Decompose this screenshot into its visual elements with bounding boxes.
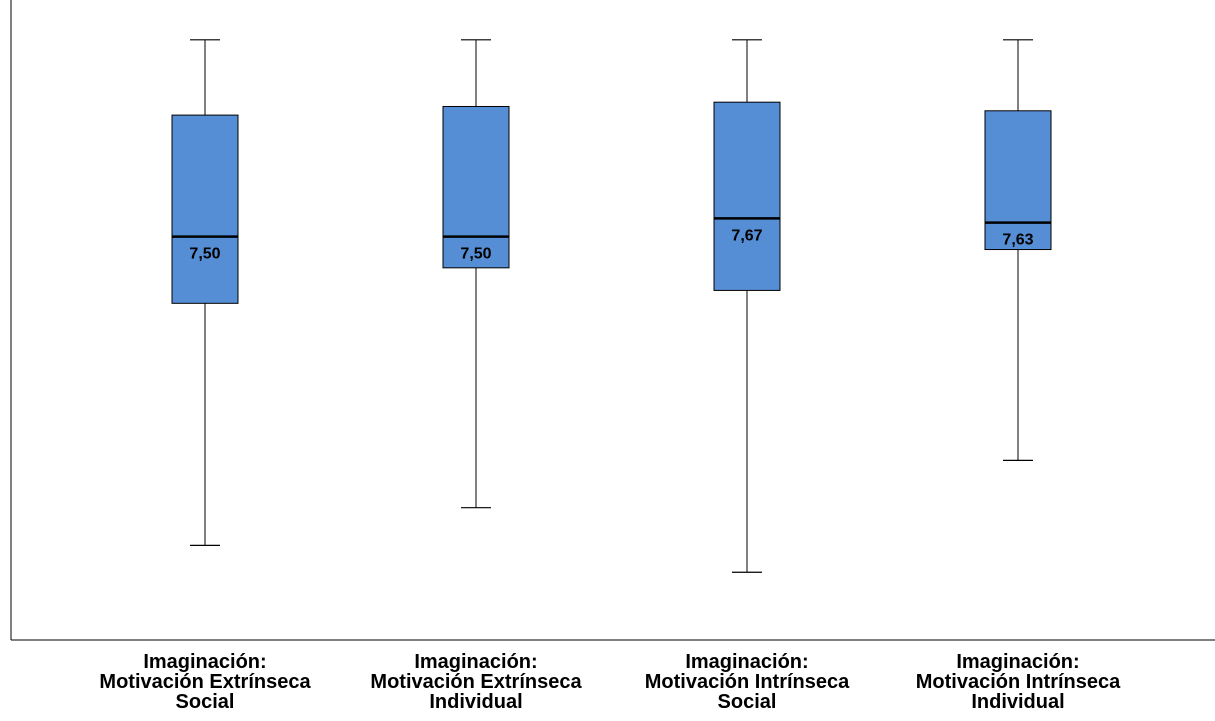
category-label-4: Imaginación: Motivación Intrínseca Indiv… xyxy=(888,652,1148,712)
category-label-1-line2: Motivación Extrínseca xyxy=(99,671,311,693)
category-label-2: Imaginación: Motivación Extrínseca Indiv… xyxy=(346,652,606,712)
box-3 xyxy=(713,101,781,291)
boxes-layer: 7,50 7,50 7,67 7,63 xyxy=(171,39,1052,573)
category-label-1-line3: Social xyxy=(175,691,235,713)
category-label-3: Imaginación: Motivación Intrínseca Socia… xyxy=(617,652,877,712)
median-label-3: 7,67 xyxy=(731,227,762,244)
category-label-2-line1: Imaginación: xyxy=(414,651,538,673)
category-label-4-line1: Imaginación: xyxy=(956,651,1080,673)
category-label-4-line2: Motivación Intrínseca xyxy=(915,671,1121,693)
category-label-4-line3: Individual xyxy=(971,691,1065,713)
category-label-1: Imaginación: Motivación Extrínseca Socia… xyxy=(75,652,335,712)
box-4 xyxy=(984,110,1052,251)
median-label-1: 7,50 xyxy=(189,246,220,263)
category-label-2-line3: Individual xyxy=(429,691,523,713)
category-label-3-line1: Imaginación: xyxy=(685,651,809,673)
box-1 xyxy=(171,114,239,304)
category-label-3-line3: Social xyxy=(717,691,777,713)
box-2 xyxy=(442,105,510,269)
category-label-3-line2: Motivación Intrínseca xyxy=(644,671,850,693)
category-label-1-line1: Imaginación: xyxy=(143,651,267,673)
category-label-2-line2: Motivación Extrínseca xyxy=(370,671,582,693)
median-label-4: 7,63 xyxy=(1002,232,1033,249)
median-label-2: 7,50 xyxy=(460,246,491,263)
